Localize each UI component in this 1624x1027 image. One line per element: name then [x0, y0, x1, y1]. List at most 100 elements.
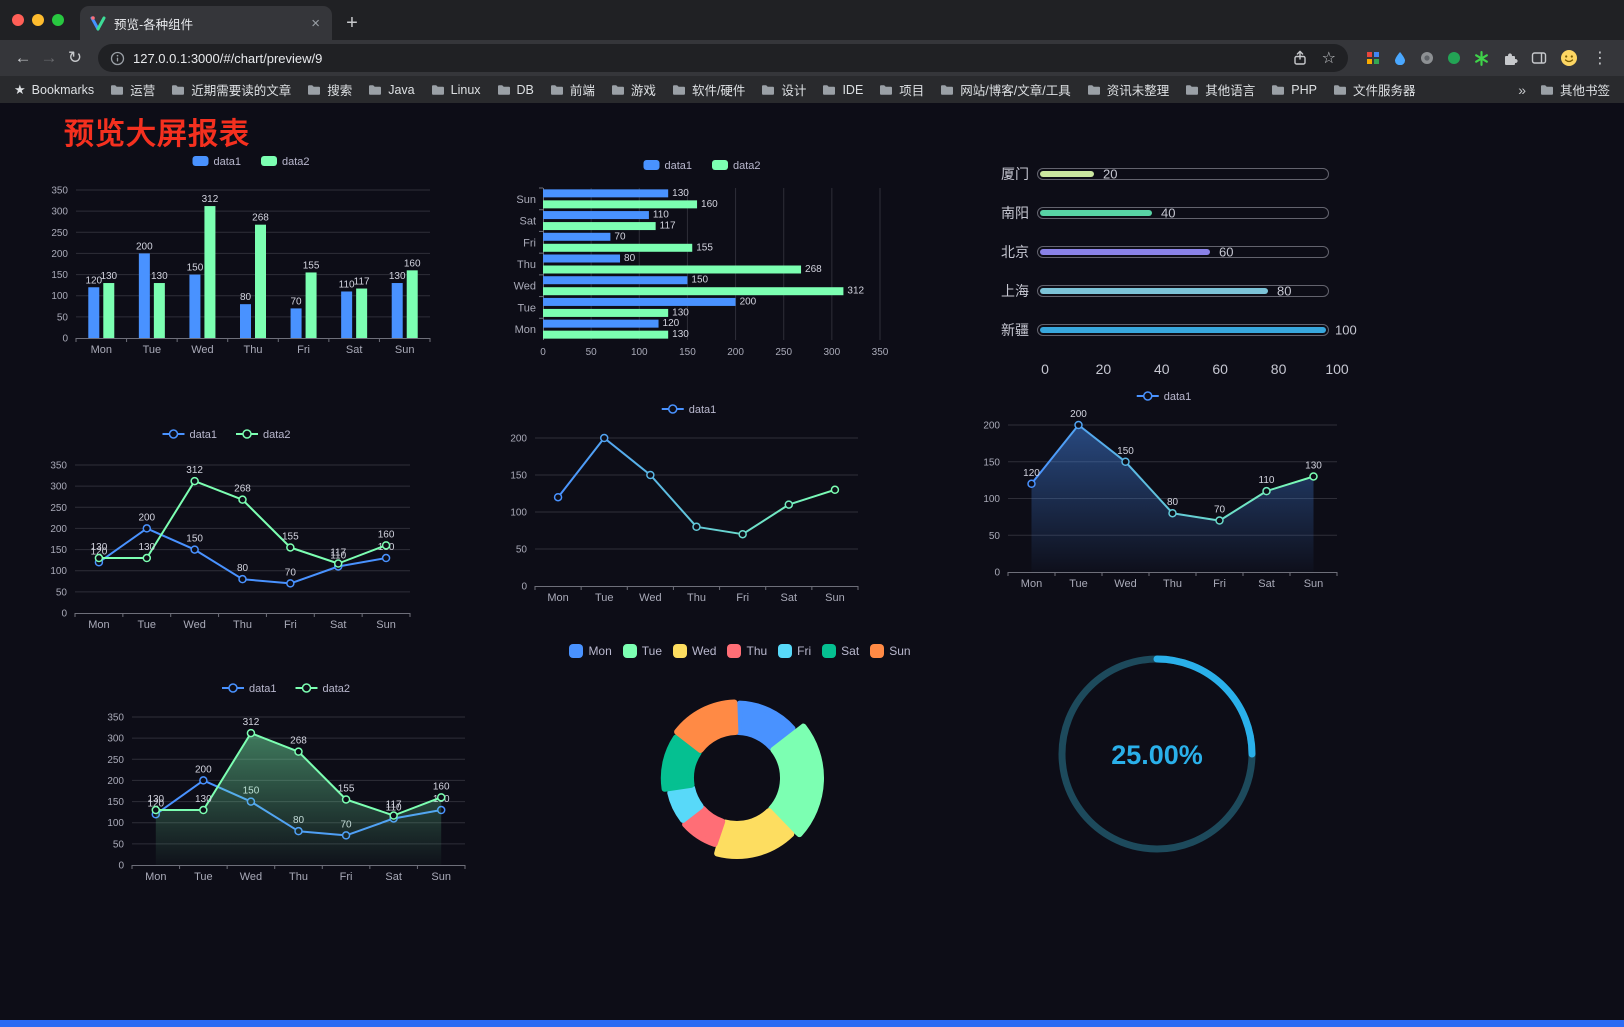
new-tab-button[interactable]: +	[346, 11, 358, 34]
bookmarks-overflow-icon[interactable]: »	[1518, 81, 1526, 98]
svg-text:80: 80	[624, 253, 636, 264]
browser-tab[interactable]: 预览-各种组件 ×	[80, 6, 332, 40]
svg-text:data1: data1	[190, 429, 218, 441]
chart-line-two: 0 50 100 150 200 250 300 350 Mon Tue Wed Thu Fri Sat S…	[33, 421, 425, 643]
bookmark-folder[interactable]: 网站/博客/文章/工具	[940, 80, 1071, 99]
svg-text:200: 200	[136, 241, 153, 252]
legend-item[interactable]: Sat	[822, 644, 859, 658]
tab-close-icon[interactable]: ×	[311, 14, 320, 32]
profile-avatar[interactable]	[1560, 49, 1578, 67]
svg-text:155: 155	[282, 531, 299, 542]
extension-grid-icon[interactable]	[1366, 51, 1380, 65]
bookmark-folder[interactable]: 文件服务器	[1333, 80, 1415, 99]
bookmark-folder[interactable]: 资讯未整理	[1087, 80, 1169, 99]
bookmark-folder[interactable]: IDE	[822, 83, 863, 97]
bookmark-star-icon[interactable]: ☆	[1321, 50, 1336, 67]
bookmark-folder[interactable]: 软件/硬件	[672, 80, 745, 99]
bookmark-folder[interactable]: 游戏	[611, 80, 656, 99]
bookmark-label: PHP	[1291, 82, 1317, 97]
legend-item[interactable]: Thu	[727, 644, 767, 658]
window-close-button[interactable]	[12, 14, 24, 26]
svg-text:110: 110	[339, 279, 355, 290]
legend-item[interactable]: Wed	[673, 644, 716, 658]
svg-text:350: 350	[872, 347, 889, 358]
bookmark-folder[interactable]: PHP	[1271, 83, 1317, 97]
svg-text:Mon: Mon	[145, 871, 166, 883]
legend-swatch	[727, 644, 742, 658]
progress-track: 40	[1037, 206, 1329, 221]
progress-track: 60	[1037, 245, 1329, 260]
svg-text:250: 250	[51, 228, 68, 239]
svg-text:250: 250	[50, 503, 67, 514]
svg-text:200: 200	[983, 421, 1000, 432]
bookmark-folder[interactable]: 运营	[110, 80, 155, 99]
back-icon[interactable]: ←	[14, 48, 32, 67]
extension-green-circle-icon[interactable]	[1447, 51, 1461, 65]
svg-text:Wed: Wed	[191, 344, 213, 356]
reload-icon[interactable]: ↻	[67, 48, 83, 67]
bookmark-folder[interactable]: 搜索	[307, 80, 352, 99]
svg-text:250: 250	[775, 347, 792, 358]
window-minimize-button[interactable]	[32, 14, 44, 26]
svg-text:312: 312	[186, 465, 203, 476]
svg-text:130: 130	[138, 542, 155, 553]
progress-label: 北京	[1001, 244, 1029, 260]
bookmark-folder[interactable]: 设计	[761, 80, 806, 99]
extensions-puzzle-icon[interactable]	[1502, 50, 1518, 66]
other-bookmarks[interactable]: 其他书签	[1540, 80, 1610, 99]
chart-line-area-two: 0 50 100 150 200 250 300 350 Mon Tue Wed Thu Fri Sat S…	[95, 673, 482, 895]
chart-gauge-progress: 25.00%	[1046, 643, 1268, 865]
bookmark-folder[interactable]: Java	[368, 83, 415, 97]
svg-text:100: 100	[50, 566, 67, 577]
svg-text:250: 250	[107, 755, 124, 766]
bookmark-folder[interactable]: DB	[497, 83, 534, 97]
extensions-row	[1366, 49, 1578, 67]
legend-label: Fri	[797, 644, 812, 658]
progress-axis: 0 20 40 60 80 100	[1041, 361, 1349, 377]
bookmark-folder[interactable]: 其他语言	[1185, 80, 1255, 99]
side-panel-icon[interactable]	[1531, 50, 1547, 66]
svg-text:268: 268	[252, 213, 269, 224]
svg-text:110: 110	[386, 802, 402, 813]
address-bar[interactable]: 127.0.0.1:3000/#/chart/preview/9 ☆	[98, 44, 1348, 72]
share-icon[interactable]	[1292, 50, 1308, 66]
legend-item[interactable]: Sun	[870, 644, 911, 658]
extension-star-icon[interactable]	[1474, 50, 1489, 66]
browser-menu-icon[interactable]: ⋮	[1592, 50, 1608, 67]
bookmark-folder[interactable]: 前端	[550, 80, 595, 99]
bookmark-folder[interactable]: 项目	[879, 80, 924, 99]
legend-item[interactable]: Mon	[569, 644, 612, 658]
svg-text:Sun: Sun	[825, 592, 845, 604]
url-text[interactable]: 127.0.0.1:3000/#/chart/preview/9	[133, 50, 323, 66]
svg-text:50: 50	[56, 587, 68, 598]
svg-text:25.00%: 25.00%	[1111, 740, 1203, 770]
window-maximize-button[interactable]	[52, 14, 64, 26]
extension-globe-icon[interactable]	[1420, 51, 1434, 65]
bookmarks-root[interactable]: ★ Bookmarks	[14, 82, 94, 98]
svg-text:130: 130	[389, 271, 406, 282]
svg-text:110: 110	[330, 550, 346, 561]
svg-text:Fri: Fri	[736, 592, 749, 604]
progress-value: 100	[1335, 322, 1357, 338]
bookmark-folder[interactable]: Linux	[431, 83, 481, 97]
svg-text:117: 117	[354, 277, 370, 288]
svg-text:350: 350	[50, 461, 67, 472]
svg-text:300: 300	[107, 734, 124, 745]
svg-text:130: 130	[147, 794, 164, 805]
svg-text:50: 50	[989, 531, 1001, 542]
legend-item[interactable]: Fri	[778, 644, 811, 658]
svg-text:Sat: Sat	[781, 592, 798, 604]
svg-text:150: 150	[50, 545, 67, 556]
legend-label: Sat	[841, 644, 860, 658]
other-bookmarks-label: 其他书签	[1559, 84, 1610, 98]
svg-text:50: 50	[516, 545, 528, 556]
bookmark-folder[interactable]: 近期需要读的文章	[171, 80, 291, 99]
forward-icon[interactable]: →	[40, 48, 58, 67]
extension-drop-icon[interactable]	[1393, 51, 1407, 65]
legend-item[interactable]: Tue	[622, 644, 662, 658]
svg-text:Sat: Sat	[330, 619, 347, 631]
svg-text:Fri: Fri	[340, 871, 353, 883]
site-info-icon[interactable]	[110, 51, 125, 66]
svg-text:data2: data2	[282, 156, 310, 168]
svg-text:268: 268	[290, 736, 307, 747]
